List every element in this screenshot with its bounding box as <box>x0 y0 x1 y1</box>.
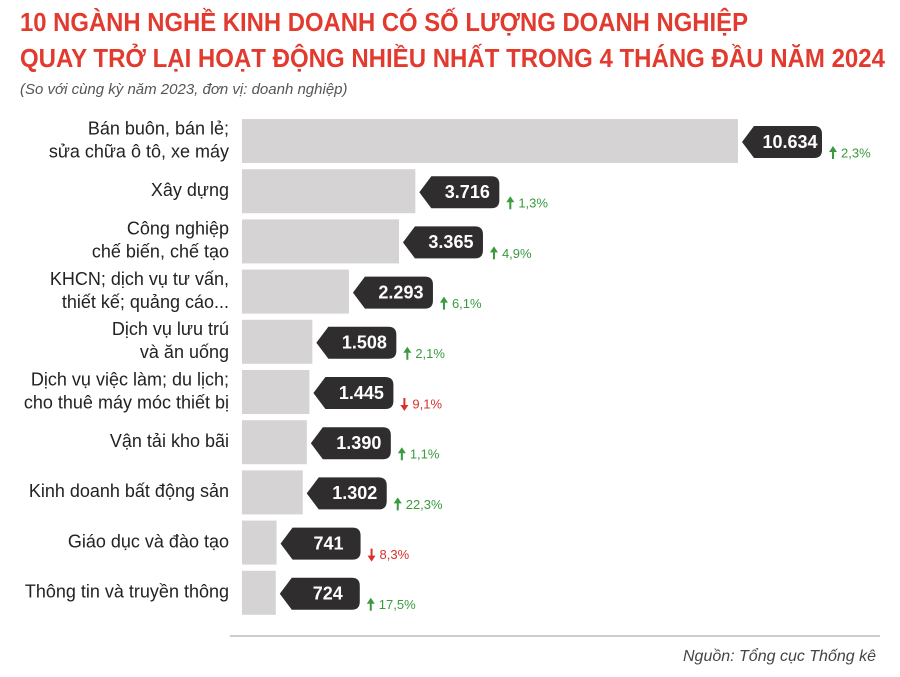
category-label: KHCN; dịch vụ tư vấn, <box>50 269 229 289</box>
change-arrow <box>439 296 448 310</box>
value-badge <box>352 276 433 309</box>
value-label: 1.445 <box>339 383 384 403</box>
change-label: 4,9% <box>502 246 532 261</box>
bar <box>242 119 738 163</box>
value-label: 1.508 <box>342 333 387 353</box>
bar <box>242 370 310 414</box>
category-label: cho thuê máy móc thiết bị <box>24 392 229 412</box>
category-label: Bán buôn, bán lẻ; <box>88 118 229 138</box>
bar <box>242 269 349 314</box>
bar <box>242 169 416 214</box>
bar <box>242 570 276 615</box>
change-label: 6,1% <box>452 296 482 311</box>
category-label: Xây dựng <box>151 180 229 200</box>
bar <box>242 420 307 465</box>
source: Nguồn: Tổng cục Thống kê <box>683 647 876 665</box>
value-badge <box>280 527 361 560</box>
category-label: và ăn uống <box>140 342 229 362</box>
chart-title: 10 NGÀNH NGHỀ KINH DOANH CÓ SỐ LƯỢNG DOA… <box>20 7 748 37</box>
chart-subtitle: (So với cùng kỳ năm 2023, đơn vị: doanh … <box>20 81 348 98</box>
category-label: Thông tin và truyền thông <box>25 582 229 602</box>
bar <box>242 319 313 364</box>
value-label: 3.365 <box>428 232 473 252</box>
category-label: Vận tải kho bãi <box>110 431 229 451</box>
value-badge <box>402 226 483 259</box>
change-label: 2,1% <box>415 346 445 361</box>
category-label: Công nghiệp <box>127 219 229 239</box>
bar <box>242 520 277 565</box>
value-label: 1.390 <box>336 433 381 453</box>
change-arrow <box>397 447 406 461</box>
change-arrow <box>366 597 375 611</box>
category-label: Dịch vụ lưu trú <box>112 319 229 339</box>
value-label: 724 <box>313 584 343 604</box>
value-label: 1.302 <box>332 483 377 503</box>
change-label: 8,3% <box>380 547 410 562</box>
chart-title: QUAY TRỞ LẠI HOẠT ĐỘNG NHIỀU NHẤT TRONG … <box>20 42 885 73</box>
value-badge <box>310 427 391 460</box>
change-label: 2,3% <box>841 145 871 160</box>
change-arrow <box>400 398 409 411</box>
change-label: 9,1% <box>412 396 442 411</box>
change-arrow <box>506 196 515 210</box>
change-arrow <box>403 346 412 360</box>
category-label: Giáo dục và đào tạo <box>68 531 229 551</box>
value-badge <box>306 477 387 510</box>
category-label: Dịch vụ việc làm; du lịch; <box>31 369 229 389</box>
bar <box>242 219 399 264</box>
bar <box>242 470 303 515</box>
value-badge <box>742 126 822 158</box>
change-label: 1,1% <box>410 447 440 462</box>
value-badge <box>419 176 500 209</box>
category-label: thiết kế; quảng cáo... <box>62 292 229 312</box>
change-arrow <box>367 548 376 562</box>
value-label: 741 <box>314 533 344 553</box>
value-label: 3.716 <box>445 182 490 202</box>
change-arrow <box>393 497 402 511</box>
category-label: sửa chữa ô tô, xe máy <box>49 141 229 161</box>
change-arrow <box>489 246 498 260</box>
category-label: chế biến, chế tạo <box>92 242 229 262</box>
value-badge <box>316 326 397 359</box>
category-label: Kinh doanh bất động sản <box>29 481 229 501</box>
change-arrow <box>829 146 837 159</box>
value-label: 2.293 <box>378 282 423 302</box>
value-badge <box>313 377 394 409</box>
change-label: 17,5% <box>379 597 416 612</box>
change-label: 22,3% <box>406 497 443 512</box>
value-badge <box>279 577 360 610</box>
value-label: 10.634 <box>762 132 817 152</box>
change-label: 1,3% <box>518 196 548 211</box>
